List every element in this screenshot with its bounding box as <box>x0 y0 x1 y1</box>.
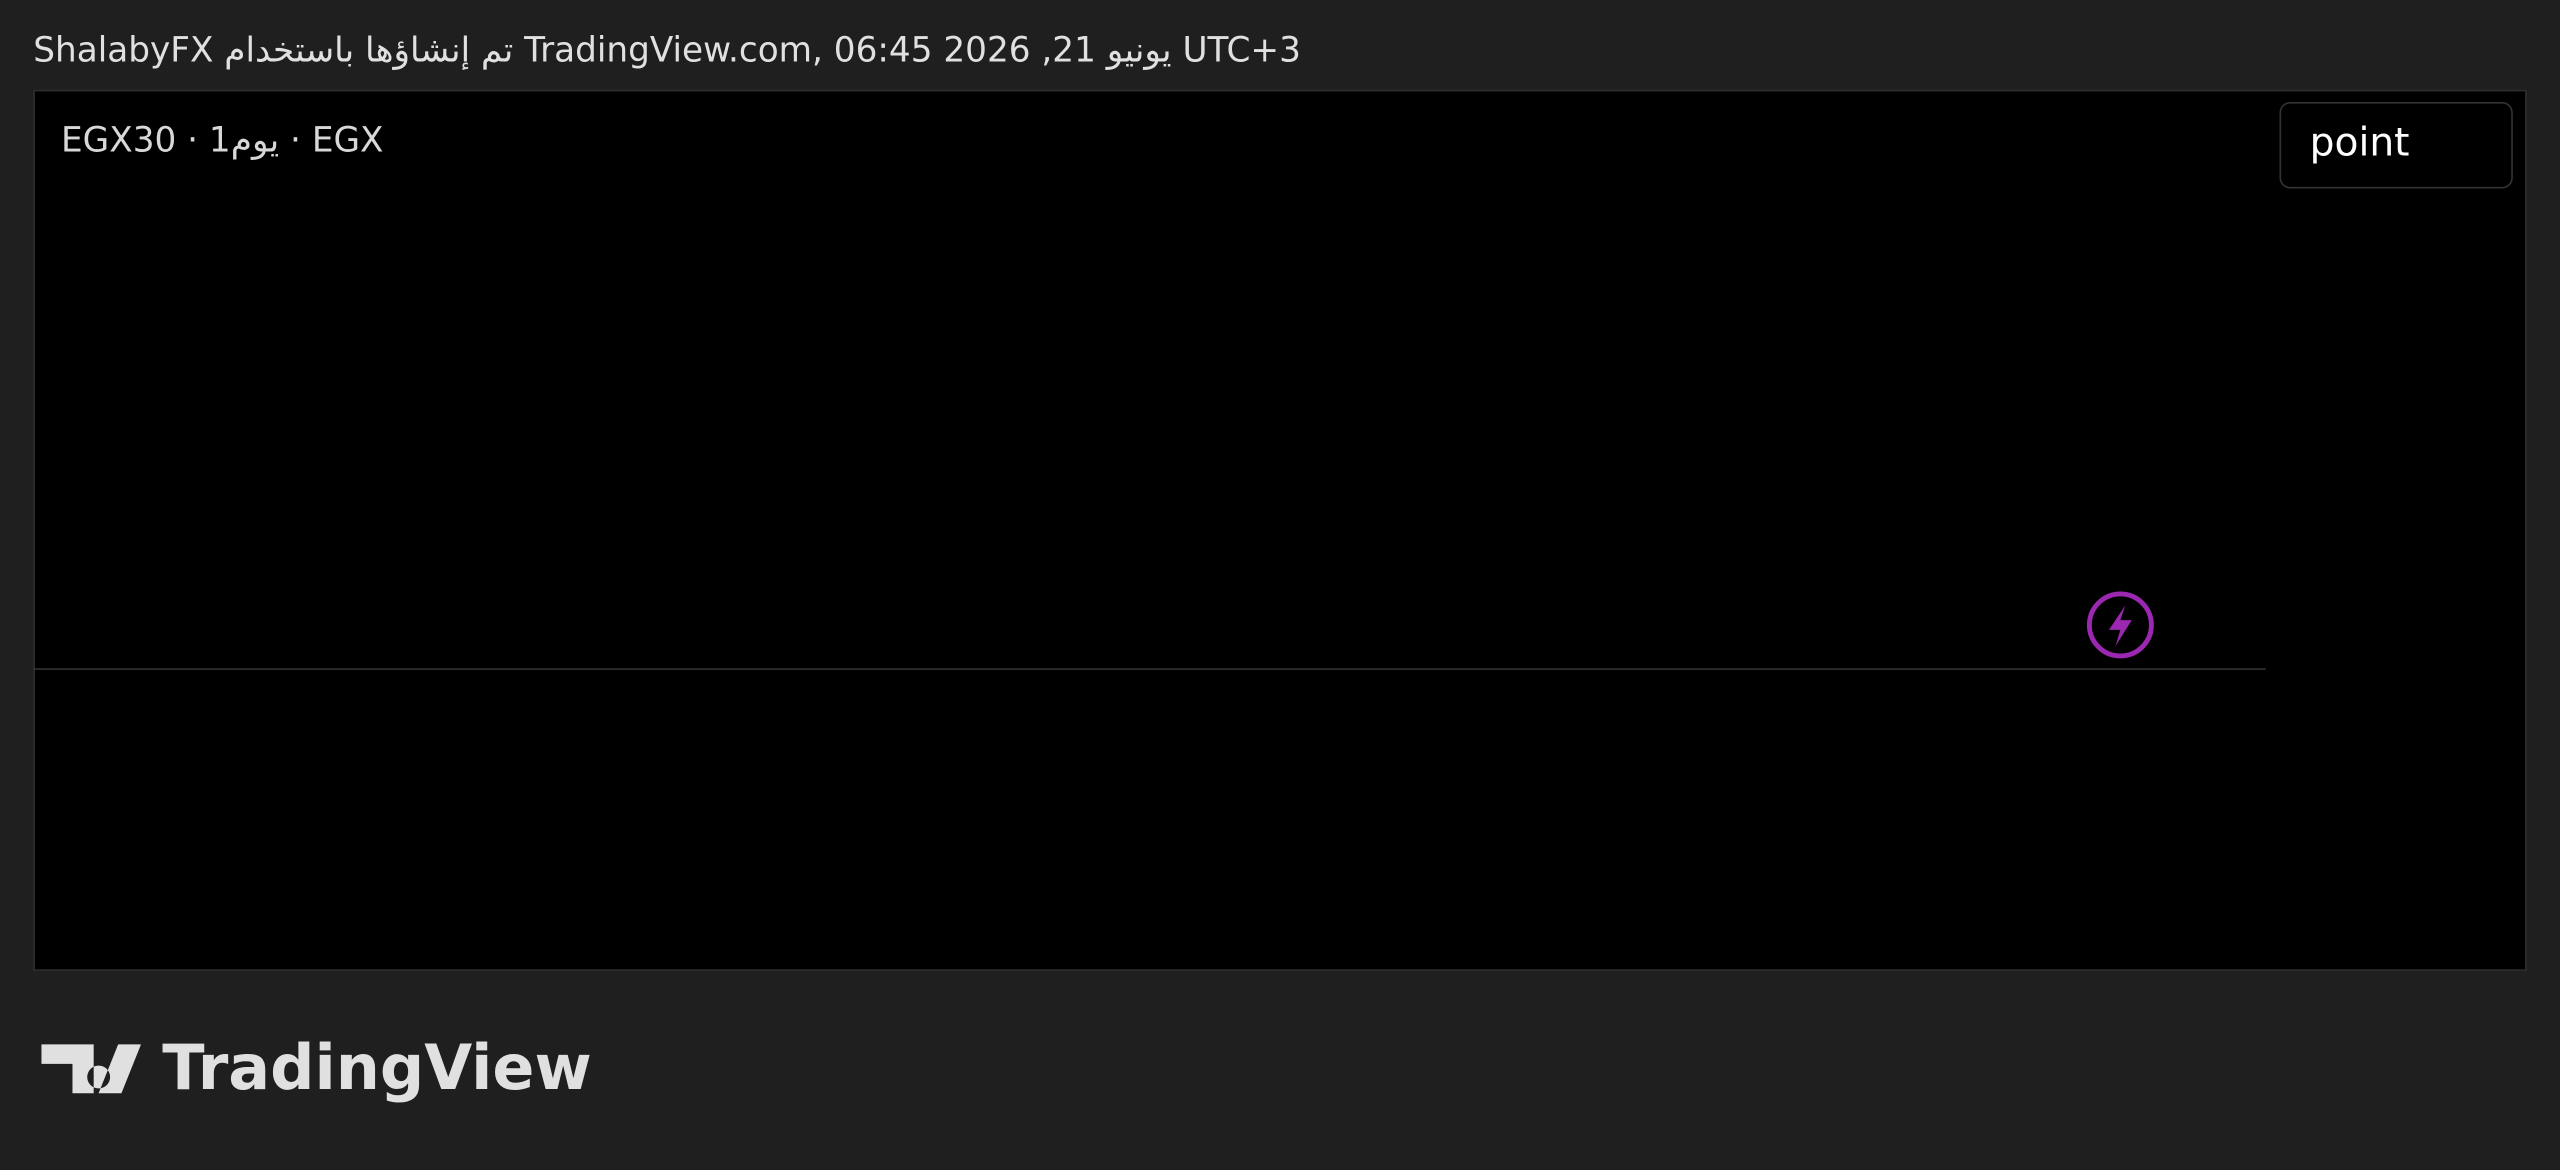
point-button[interactable] <box>2279 101 2513 189</box>
logo-text: TradingView <box>162 1031 592 1104</box>
chart-panel <box>33 89 2527 971</box>
symbol-title: EGX30 · 1يوم · EGX <box>61 120 383 160</box>
logo-mark <box>41 1044 142 1094</box>
header: ShalabyFX تم إنشاؤها باستخدام TradingVie… <box>33 31 1301 71</box>
point-button-text[interactable]: point <box>2310 121 2410 166</box>
alert-bolt <box>2108 605 2132 647</box>
